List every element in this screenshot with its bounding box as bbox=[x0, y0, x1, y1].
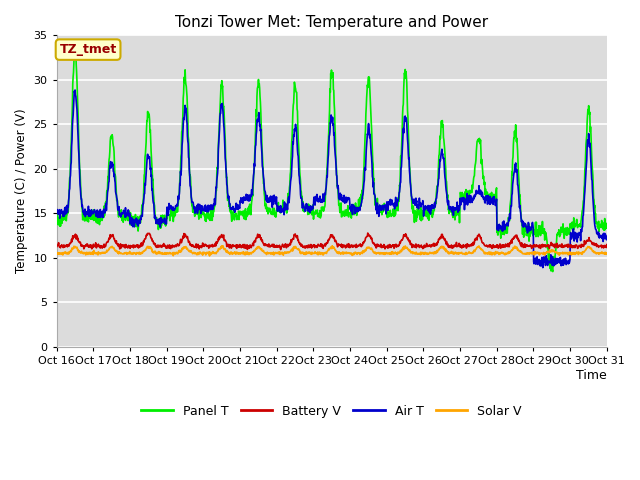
Panel T bbox=[162, 221, 170, 227]
Battery V bbox=[364, 230, 372, 236]
Battery V bbox=[277, 247, 285, 252]
Legend: Panel T, Battery V, Air T, Solar V: Panel T, Battery V, Air T, Solar V bbox=[136, 400, 527, 423]
Panel T bbox=[175, 189, 183, 194]
Air T bbox=[162, 218, 170, 224]
Line: Panel T: Panel T bbox=[57, 46, 607, 272]
Battery V bbox=[237, 243, 244, 249]
Solar V bbox=[205, 253, 213, 259]
Text: TZ_tmet: TZ_tmet bbox=[60, 43, 116, 56]
Panel T bbox=[417, 218, 425, 224]
Solar V bbox=[538, 251, 546, 256]
Battery V bbox=[162, 243, 170, 249]
Title: Tonzi Tower Met: Temperature and Power: Tonzi Tower Met: Temperature and Power bbox=[175, 15, 488, 30]
Battery V bbox=[603, 242, 611, 248]
Panel T bbox=[53, 216, 61, 221]
Panel T bbox=[603, 225, 611, 231]
Battery V bbox=[418, 244, 426, 250]
Air T bbox=[175, 191, 183, 197]
Air T bbox=[603, 237, 611, 242]
Panel T bbox=[549, 269, 557, 275]
Solar V bbox=[418, 251, 426, 257]
Air T bbox=[53, 209, 61, 215]
Air T bbox=[417, 201, 425, 206]
Panel T bbox=[538, 230, 545, 236]
Solar V bbox=[53, 251, 61, 257]
Air T bbox=[71, 87, 79, 93]
Line: Air T: Air T bbox=[57, 90, 607, 268]
Solar V bbox=[603, 250, 611, 256]
Air T bbox=[539, 265, 547, 271]
Panel T bbox=[237, 209, 244, 215]
Line: Battery V: Battery V bbox=[57, 233, 607, 250]
Battery V bbox=[53, 244, 61, 250]
Solar V bbox=[490, 250, 497, 255]
Solar V bbox=[175, 249, 183, 255]
Battery V bbox=[538, 243, 546, 249]
Air T bbox=[538, 255, 545, 261]
Battery V bbox=[490, 244, 497, 250]
Panel T bbox=[490, 194, 497, 200]
Solar V bbox=[328, 243, 336, 249]
Air T bbox=[237, 195, 244, 201]
Line: Solar V: Solar V bbox=[57, 246, 607, 256]
Solar V bbox=[162, 251, 170, 256]
X-axis label: Time: Time bbox=[576, 369, 607, 382]
Solar V bbox=[237, 250, 244, 256]
Battery V bbox=[175, 242, 183, 248]
Panel T bbox=[71, 43, 79, 48]
Y-axis label: Temperature (C) / Power (V): Temperature (C) / Power (V) bbox=[15, 108, 28, 273]
Air T bbox=[490, 202, 497, 207]
